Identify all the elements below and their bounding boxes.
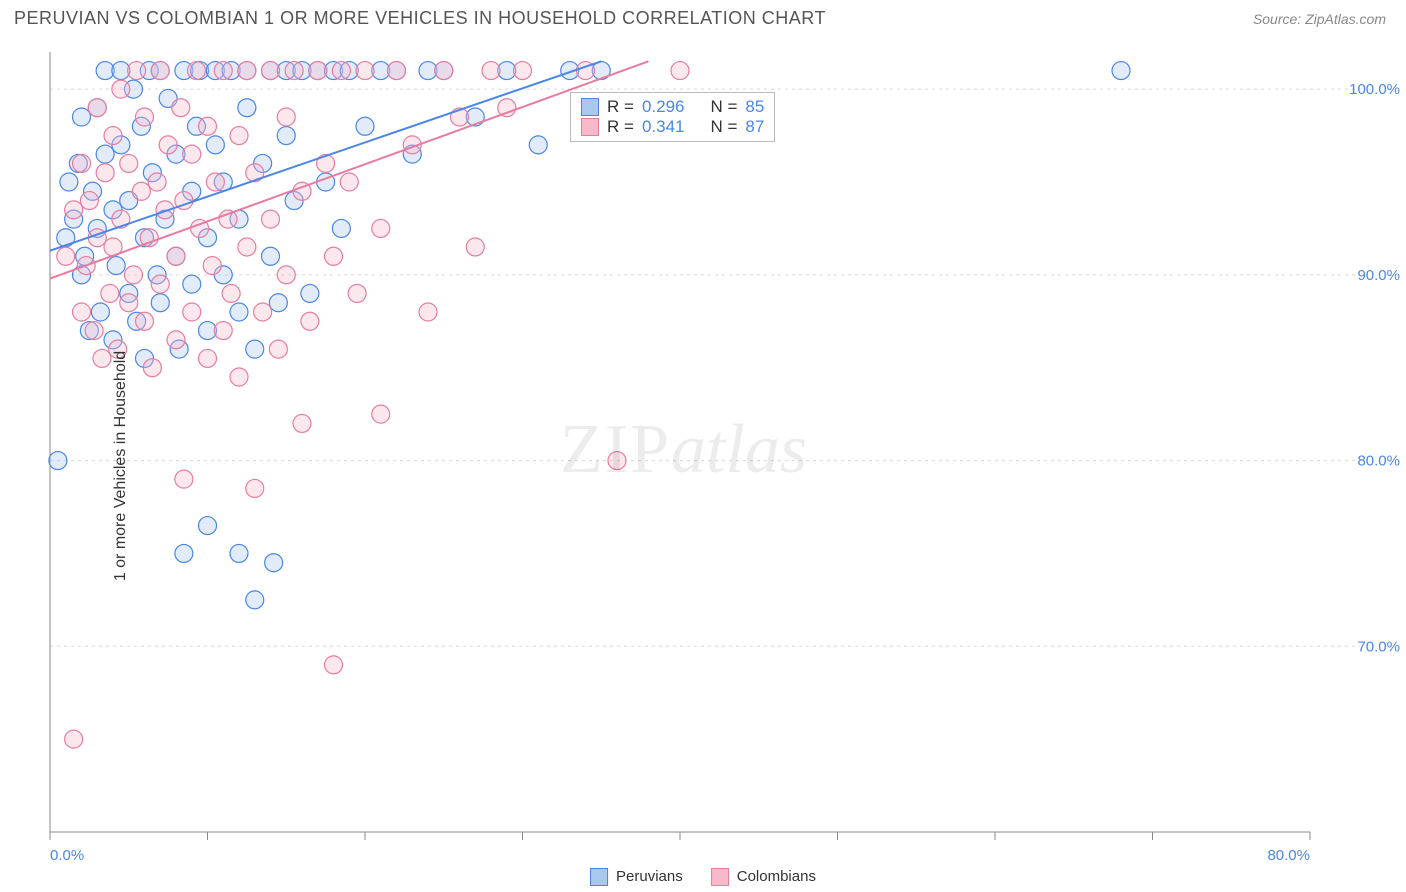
stat-r-value: 0.341: [642, 117, 685, 137]
legend-label: Peruvians: [616, 868, 683, 885]
stat-box: R = 0.296 N = 85 R = 0.341 N = 87: [570, 92, 775, 142]
source-label: Source: ZipAtlas.com: [1253, 11, 1386, 27]
legend-item: Colombians: [711, 868, 816, 886]
legend-item: Peruvians: [590, 868, 683, 886]
stat-swatch: [581, 118, 599, 136]
stat-n-value: 87: [745, 117, 764, 137]
stat-r-value: 0.296: [642, 97, 685, 117]
stat-swatch: [581, 98, 599, 116]
stat-n-label: N =: [710, 117, 737, 137]
svg-text:80.0%: 80.0%: [1357, 453, 1400, 470]
stat-r-label: R =: [607, 117, 634, 137]
scatter-chart: 70.0% 80.0% 90.0% 100.0% 0.0% 80.0%: [0, 40, 1406, 892]
stat-r-label: R =: [607, 97, 634, 117]
svg-text:90.0%: 90.0%: [1357, 267, 1400, 284]
legend-swatch: [590, 868, 608, 886]
legend-bottom: Peruvians Colombians: [590, 868, 816, 886]
legend-label: Colombians: [737, 868, 816, 885]
chart-header: PERUVIAN VS COLOMBIAN 1 OR MORE VEHICLES…: [0, 0, 1406, 37]
svg-text:80.0%: 80.0%: [1267, 847, 1310, 864]
stat-n-label: N =: [710, 97, 737, 117]
svg-text:70.0%: 70.0%: [1357, 638, 1400, 655]
chart-area: 1 or more Vehicles in Household 70.0% 80.…: [0, 40, 1406, 892]
legend-swatch: [711, 868, 729, 886]
svg-text:0.0%: 0.0%: [50, 847, 84, 864]
chart-title: PERUVIAN VS COLOMBIAN 1 OR MORE VEHICLES…: [14, 8, 826, 29]
y-axis-label: 1 or more Vehicles in Household: [112, 351, 130, 581]
stat-row: R = 0.341 N = 87: [581, 117, 764, 137]
svg-text:100.0%: 100.0%: [1349, 81, 1400, 98]
stat-row: R = 0.296 N = 85: [581, 97, 764, 117]
stat-n-value: 85: [745, 97, 764, 117]
